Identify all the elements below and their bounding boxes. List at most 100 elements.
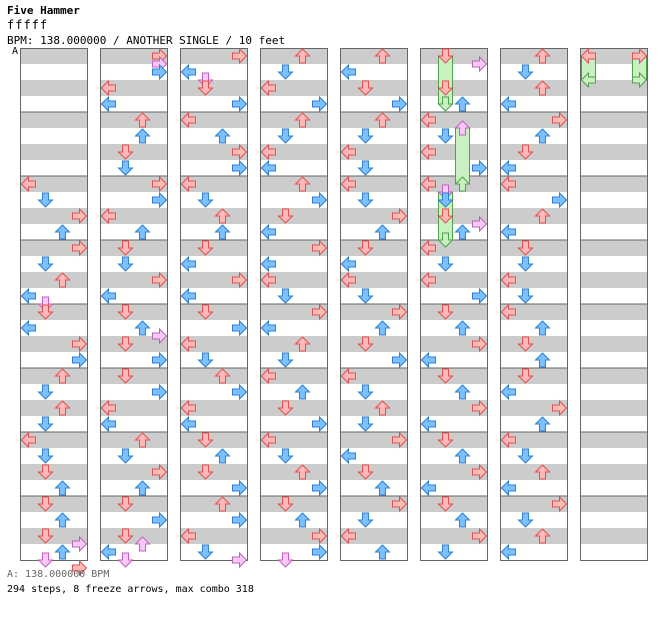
beat-band [420,64,488,80]
right-arrow-icon [392,495,408,513]
down-arrow-icon [117,144,134,160]
beat-band [260,464,328,480]
down-arrow-icon [437,208,454,224]
beat-band [340,48,408,64]
beat-band [500,208,568,224]
beat-band [500,48,568,64]
left-arrow-icon [500,479,516,497]
beat-band [420,496,488,512]
beat-band [180,128,248,144]
up-arrow-icon [214,224,231,240]
down-arrow-icon [197,304,214,320]
beat-band [580,240,648,256]
beat-band [100,528,168,544]
left-arrow-icon [500,159,516,177]
left-arrow-icon [260,223,276,241]
up-arrow-icon [294,112,311,128]
beat-band [340,320,408,336]
beat-band [580,448,648,464]
down-arrow-icon [37,256,54,272]
right-arrow-icon [552,111,568,129]
beat-band [260,112,328,128]
beat-band [260,384,328,400]
beat-band [100,96,168,112]
up-arrow-icon [374,112,391,128]
beat-band [420,432,488,448]
up-arrow-icon [54,400,71,416]
beat-band [500,288,568,304]
right-arrow-icon [312,527,328,545]
beat-band [260,544,328,560]
left-arrow-icon [260,367,276,385]
beat-band [260,480,328,496]
left-arrow-icon [340,527,356,545]
up-arrow-icon [374,48,391,64]
up-arrow-icon [134,320,151,336]
up-arrow-icon [214,496,231,512]
beat-band [420,256,488,272]
left-arrow-icon [420,143,436,161]
down-arrow-icon [197,192,214,208]
beat-band [20,528,88,544]
down-arrow-icon [117,528,134,544]
beat-band [580,288,648,304]
left-arrow-icon [420,479,436,497]
right-arrow-icon [552,495,568,513]
beat-band [260,336,328,352]
up-arrow-icon [214,208,231,224]
beat-band [580,112,648,128]
beat-band [100,384,168,400]
left-arrow-icon [340,143,356,161]
beat-band [180,240,248,256]
beat-band [580,192,648,208]
beat-band [340,256,408,272]
left-arrow-icon [500,431,516,449]
beat-band [340,144,408,160]
down-arrow-icon [117,304,134,320]
beat-band [340,176,408,192]
down-arrow-icon [277,552,294,568]
beat-band [580,176,648,192]
beat-band [20,480,88,496]
up-arrow-icon [534,80,551,96]
up-arrow-icon [534,48,551,64]
beat-band [580,480,648,496]
beat-band [180,464,248,480]
right-arrow-icon [72,335,88,353]
beat-band [100,464,168,480]
right-arrow-icon [72,207,88,225]
left-arrow-icon [20,175,36,193]
beat-band [420,448,488,464]
down-arrow-icon [517,512,534,528]
beat-band [180,336,248,352]
left-arrow-icon [500,271,516,289]
beat-band [20,464,88,480]
beat-band [500,480,568,496]
beat-band [100,224,168,240]
left-arrow-icon [20,287,36,305]
beat-band [340,512,408,528]
beat-band [180,144,248,160]
beat-band [180,496,248,512]
right-arrow-icon [232,143,248,161]
down-arrow-icon [117,336,134,352]
left-arrow-icon [260,255,276,273]
beat-band [420,80,488,96]
beat-band [420,112,488,128]
beat-band [260,528,328,544]
left-arrow-icon [20,431,36,449]
beat-band [20,512,88,528]
beat-band [500,464,568,480]
beat-band [260,400,328,416]
down-arrow-icon [197,80,214,96]
chart-column [340,48,408,561]
right-arrow-icon [392,207,408,225]
beat-band [580,432,648,448]
down-arrow-icon [517,64,534,80]
down-arrow-icon [277,288,294,304]
beat-band [260,272,328,288]
beat-band [580,352,648,368]
beat-band [260,176,328,192]
beat-band [180,352,248,368]
